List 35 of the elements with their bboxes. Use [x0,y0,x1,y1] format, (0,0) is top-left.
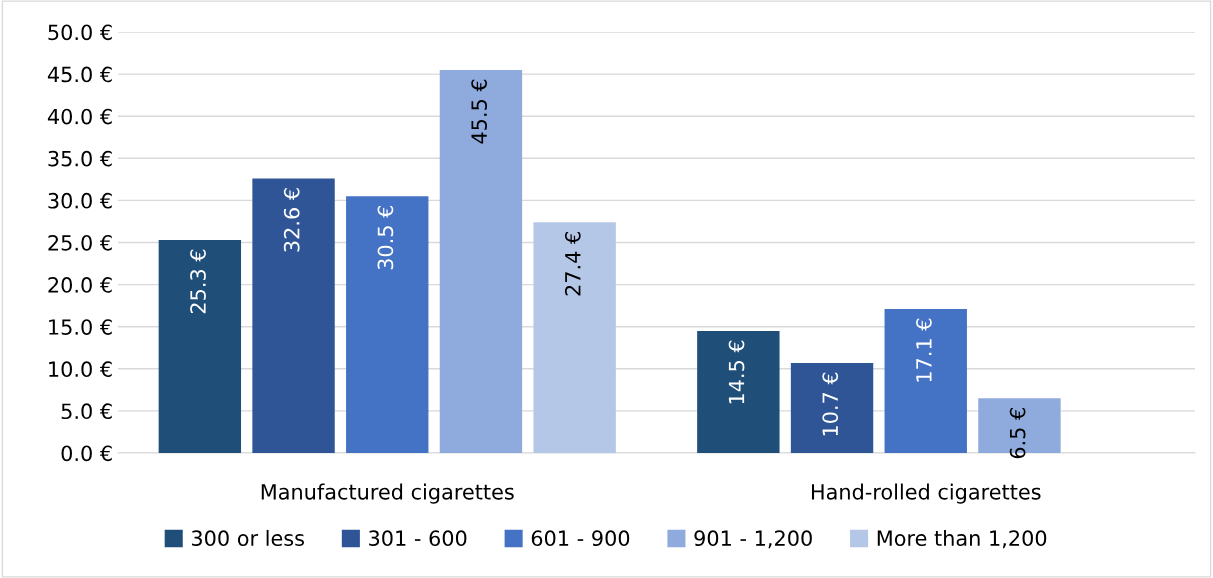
y-tick-label: 0.0 € [61,445,112,462]
y-tick-label: 15.0 € [49,319,112,335]
bar [790,362,874,453]
legend-label: 300 or less [191,529,304,547]
y-tick-label: 40.0 € [47,108,112,125]
bar [439,69,523,453]
legend-label: More than 1,200 [877,529,1047,549]
y-tick-label: 10.0 € [49,361,112,378]
x-tick-label: Manufactured cigarettes [261,483,514,504]
data-label: 32.6 € [283,188,300,252]
x-tick-label: Hand-rolled cigarettes [811,483,1041,504]
data-label: 45.5 € [471,79,487,144]
data-label: 17.1 € [916,318,932,382]
y-tick-label: 20.0 € [48,277,112,293]
data-label: 10.7 € [822,372,839,436]
data-label: 6.5 € [1009,408,1026,459]
bar [697,330,780,453]
y-tick-label: 50.0 € [48,24,112,41]
bar [884,309,967,453]
y-tick-label: 35.0 € [48,150,112,167]
legend-label: 301 - 600 [369,530,467,547]
bar [158,239,242,453]
legend-label: 601 - 900 [531,530,630,547]
data-label: 14.5 € [728,340,745,404]
data-label: 25.3 € [190,249,206,314]
y-tick-label: 45.0 € [47,66,112,83]
bar [346,196,429,453]
y-tick-label: 25.0 € [48,234,112,251]
data-label: 30.5 € [377,205,394,270]
y-tick-label: 5.0 € [61,403,112,420]
data-label: 27.4 € [564,232,581,296]
bar [533,222,616,453]
legend-label: 901 - 1,200 [694,530,812,549]
bar [252,178,335,453]
y-tick-label: 30.0 € [48,192,112,209]
